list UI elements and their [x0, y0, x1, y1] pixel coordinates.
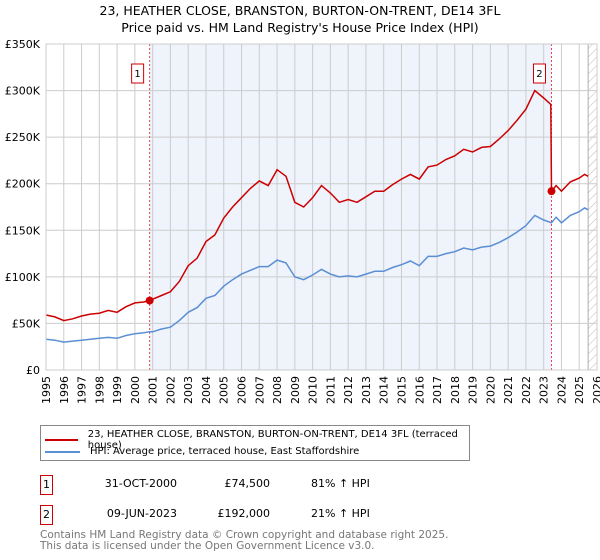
x-tick-label: 2000 — [129, 376, 142, 404]
sale-label: 2 — [536, 69, 542, 80]
x-tick-label: 2024 — [555, 376, 568, 404]
y-tick-label: £350K — [5, 38, 41, 51]
line-chart: 1995 1996 1997 1998 1999 2000 2001 2002 2003 2004… — [5, 38, 600, 404]
x-tick-label: 2025 — [573, 376, 586, 404]
chart-subtitle: Price paid vs. HM Land Registry's House … — [121, 20, 479, 35]
y-tick-label: £250K — [5, 131, 41, 144]
x-tick-label: 1998 — [93, 376, 106, 404]
x-tick-label: 2015 — [395, 376, 408, 404]
sale-row: 1 31-OCT-2000 £74,500 81% ↑ HPI — [40, 475, 440, 495]
x-tick-label: 2019 — [467, 376, 480, 404]
sale-price: £74,500 — [224, 477, 271, 490]
plot-border — [45, 43, 598, 371]
x-tick-label: 2012 — [342, 376, 355, 404]
legend-swatch-blue — [45, 450, 80, 453]
sale-point — [145, 296, 154, 305]
x-tick-label: 2023 — [538, 376, 551, 404]
x-tick-label: 2016 — [413, 376, 426, 404]
y-tick-label: £200K — [5, 178, 41, 191]
x-tick-label: 2003 — [182, 376, 195, 404]
x-tick-label: 2007 — [253, 376, 266, 404]
legend-label: 23, HEATHER CLOSE, BRANSTON, BURTON-ON-T… — [87, 429, 458, 451]
x-tick-label: 2013 — [360, 376, 373, 404]
x-tick-label: 2020 — [484, 376, 497, 404]
x-tick-label: 2008 — [271, 376, 284, 404]
projection-hatch — [587, 43, 598, 371]
y-tick-label: £100K — [5, 271, 41, 284]
sale-label-box — [131, 63, 145, 84]
x-tick-label: 2021 — [502, 376, 515, 404]
footer: Contains HM Land Registry data © Crown c… — [40, 530, 448, 552]
y-tick-label: £50K — [12, 317, 41, 330]
legend-item-property: 23, HEATHER CLOSE, BRANSTON, BURTON-ON-T… — [45, 429, 469, 451]
x-tick-label: 2026 — [591, 376, 600, 404]
footer-line: This data is licensed under the Open Gov… — [40, 540, 375, 552]
x-tick-label: 1996 — [58, 376, 71, 404]
x-tick-label: 2014 — [378, 376, 391, 404]
legend-label: HPI: Average price, terraced house, East… — [90, 446, 360, 457]
sale-label-box — [532, 63, 546, 84]
y-tick-label: £150K — [5, 224, 41, 237]
sale-hpi: 21% ↑ HPI — [311, 507, 370, 520]
legend-swatch-red — [45, 439, 78, 441]
sale-label: 1 — [134, 69, 140, 80]
x-tick-label: 2005 — [218, 376, 231, 404]
hpi-series-line — [45, 207, 589, 343]
x-tick-label: 2002 — [164, 376, 177, 404]
x-tick-label: 2001 — [147, 376, 160, 404]
x-tick-label: 2011 — [324, 376, 337, 404]
sale-date: 31-OCT-2000 — [104, 477, 177, 490]
sale-price: £192,000 — [217, 507, 271, 520]
sale-hpi: 81% ↑ HPI — [311, 477, 370, 490]
y-tick-label: £300K — [5, 85, 41, 98]
legend: 23, HEATHER CLOSE, BRANSTON, BURTON-ON-T… — [40, 425, 470, 461]
x-tick-label: 2022 — [520, 376, 533, 404]
footer-line: Contains HM Land Registry data © Crown c… — [40, 529, 449, 541]
x-tick-label: 2009 — [289, 376, 302, 404]
legend-item-hpi: HPI: Average price, terraced house, East… — [45, 446, 359, 457]
sale-marker-box: 2 — [40, 505, 53, 525]
sale-row: 2 09-JUN-2023 £192,000 21% ↑ HPI — [40, 505, 440, 525]
chart-title: 23, HEATHER CLOSE, BRANSTON, BURTON-ON-T… — [99, 3, 501, 18]
x-tick-label: 2004 — [200, 376, 213, 404]
x-tick-label: 2018 — [449, 376, 462, 404]
x-tick-label: 1999 — [111, 376, 124, 404]
y-tick-label: £0 — [26, 364, 40, 377]
x-tick-label: 1995 — [40, 376, 53, 404]
sale-marker-box: 1 — [40, 475, 53, 495]
x-tick-label: 2017 — [431, 376, 444, 404]
x-tick-label: 1997 — [76, 376, 89, 404]
sale-point — [547, 187, 556, 196]
x-tick-label: 2006 — [236, 376, 249, 404]
x-tick-label: 2010 — [307, 376, 320, 404]
price-paid-series-line — [45, 89, 589, 322]
shaded-ownership-period — [149, 44, 552, 370]
sale-date: 09-JUN-2023 — [106, 507, 177, 520]
